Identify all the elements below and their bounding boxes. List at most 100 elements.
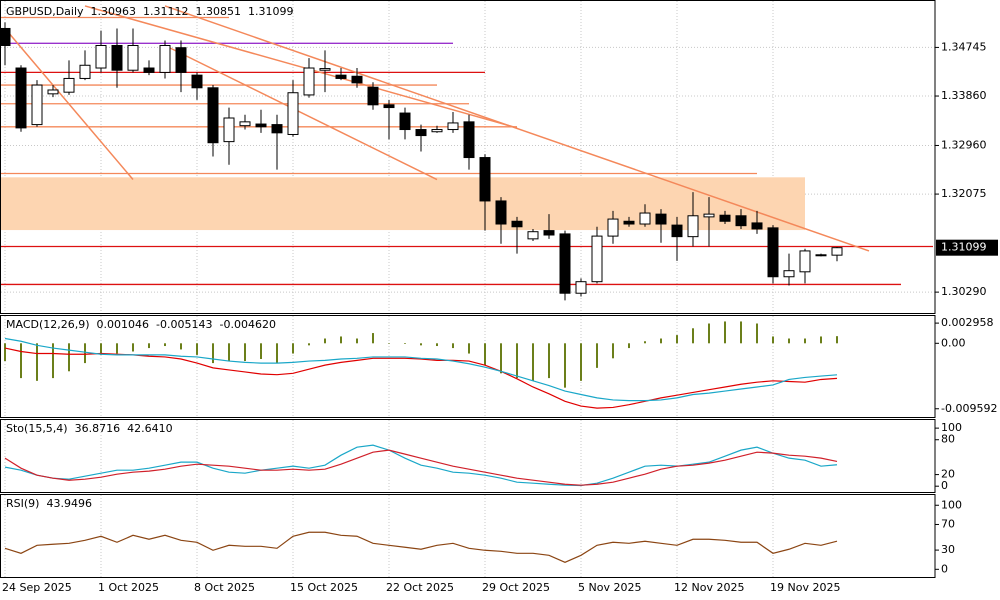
histogram-bar [804, 338, 806, 344]
histogram-bar [596, 343, 598, 368]
histogram-bar [580, 343, 582, 381]
header-value: 1.30963 [91, 5, 137, 18]
histogram-bar [372, 333, 374, 344]
histogram-bar [20, 343, 22, 379]
histogram-bar [84, 343, 86, 364]
candle-body [527, 231, 539, 240]
candle-body [159, 44, 171, 73]
histogram-bar [452, 343, 454, 349]
candle-body [495, 200, 507, 225]
histogram-bar [212, 343, 214, 364]
candle-body [47, 89, 59, 95]
histogram-bar [100, 343, 102, 355]
header-value: 0.001046 [97, 318, 150, 331]
x-tick-label: 19 Nov 2025 [770, 581, 840, 594]
candle-body [207, 87, 219, 144]
x-tick-label: 22 Oct 2025 [386, 581, 454, 594]
candle-body [575, 281, 587, 294]
candle-body [319, 68, 331, 71]
candle-body [399, 112, 411, 131]
candle-body [95, 44, 107, 69]
y-tick-label: 1.30290 [941, 285, 987, 298]
candle-body [559, 233, 571, 294]
y-tick-label: 100 [941, 498, 962, 511]
histogram-bar [68, 343, 70, 372]
trend-line [4, 27, 134, 181]
histogram-bar [4, 343, 6, 362]
candle-body [511, 220, 523, 228]
header-value: 36.8716 [75, 422, 121, 435]
histogram-bar [612, 343, 614, 359]
zone [1, 177, 805, 231]
y-tick-label: 80 [941, 433, 955, 446]
candle-body [447, 122, 459, 131]
header-value: 1.31112 [143, 5, 189, 18]
candle-body [623, 220, 635, 225]
histogram-bar [772, 336, 774, 344]
candle-body [479, 157, 491, 202]
histogram-bar [132, 343, 134, 352]
indicator-title: Sto(15,5,4) [6, 422, 68, 435]
indicator-line [4, 449, 838, 486]
candle-body [735, 215, 747, 227]
histogram-bar [244, 343, 246, 362]
candle-body [415, 129, 427, 137]
header-value: 1.31099 [248, 5, 294, 18]
candle-body [175, 47, 187, 73]
indicator-line [4, 337, 838, 402]
candle-body [143, 67, 155, 73]
price-label: 1.31099 [941, 241, 987, 254]
histogram-bar [532, 343, 534, 381]
panel-header: RSI(9) 43.9496 [6, 497, 92, 510]
x-tick-label: 8 Oct 2025 [194, 581, 255, 594]
candle-body [463, 121, 475, 159]
candle-body [767, 227, 779, 278]
panel-1 [4, 316, 838, 417]
candle-body [703, 213, 715, 218]
histogram-bar [788, 338, 790, 344]
candle-body [655, 213, 667, 225]
candle-body [287, 92, 299, 135]
histogram-bar [116, 343, 118, 354]
candle-body [271, 124, 283, 134]
histogram-bar [740, 321, 742, 344]
histogram-bar [180, 343, 182, 350]
header-value: 43.9496 [46, 497, 92, 510]
histogram-bar [260, 343, 262, 359]
candle-body [255, 123, 267, 128]
x-tick-label: 5 Nov 2025 [578, 581, 641, 594]
panel-frame [0, 0, 936, 314]
histogram-bar [420, 343, 422, 346]
y-tick-label: 70 [941, 517, 955, 530]
candle-body [751, 222, 763, 230]
candle-body [687, 215, 699, 238]
histogram-bar [356, 338, 358, 344]
header-value: 1.30851 [196, 5, 242, 18]
y-tick-label: 0.002958 [941, 316, 994, 329]
panel-header: GBPUSD,Daily 1.30963 1.31112 1.30851 1.31099 [6, 5, 294, 18]
symbol-title: GBPUSD,Daily [6, 5, 84, 18]
histogram-bar [388, 343, 390, 344]
candle-body [79, 64, 91, 79]
x-tick-label: 24 Sep 2025 [2, 581, 72, 594]
panel-0 [1, 1, 935, 313]
histogram-bar [468, 343, 470, 354]
panel-frame [0, 494, 936, 578]
candle-body [799, 250, 811, 273]
y-tick-label: 1.32075 [941, 187, 987, 200]
histogram-bar [660, 338, 662, 344]
y-tick-label: 30 [941, 543, 955, 556]
candle-body [719, 214, 731, 222]
candle-body [239, 121, 251, 127]
trend-line [164, 5, 870, 252]
panel-3 [4, 495, 838, 577]
panel-frame [0, 315, 936, 418]
y-tick-label: 0.00 [941, 336, 966, 349]
histogram-bar [324, 338, 326, 344]
candle-body [15, 67, 27, 129]
y-tick-label: 100 [941, 421, 962, 434]
candle-body [351, 75, 363, 84]
histogram-bar [676, 335, 678, 344]
